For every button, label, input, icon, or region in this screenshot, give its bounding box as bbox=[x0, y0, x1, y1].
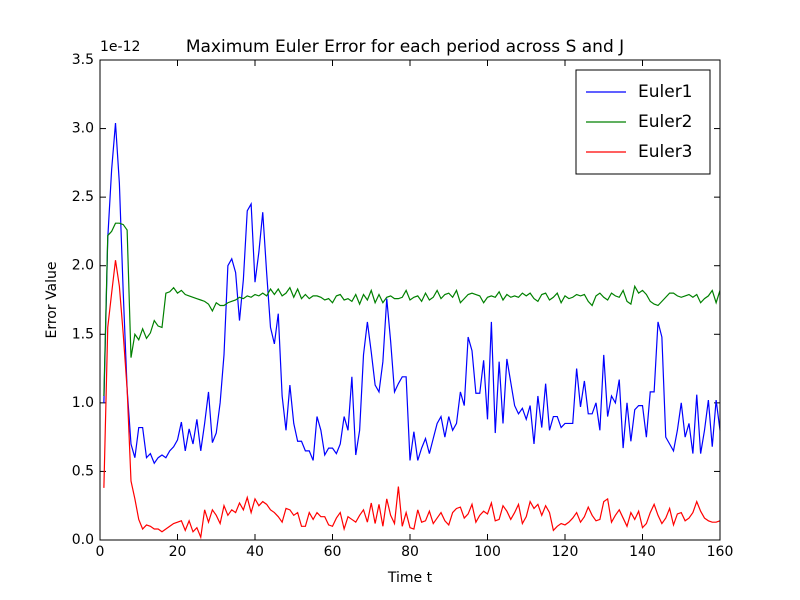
x-axis-label: Time t bbox=[387, 570, 433, 586]
line-series bbox=[103, 222, 721, 397]
chart-title: Maximum Euler Error for each period acro… bbox=[186, 37, 624, 57]
y-tick-label: 1.5 bbox=[72, 326, 94, 342]
line-series bbox=[103, 260, 721, 540]
x-tick-label: 20 bbox=[169, 544, 187, 560]
x-tick-label: 140 bbox=[629, 544, 656, 560]
legend-label: Euler2 bbox=[638, 112, 693, 132]
y-offset-label: 1e-12 bbox=[100, 39, 140, 55]
x-tick-label: 100 bbox=[474, 544, 501, 560]
y-tick-label: 2.0 bbox=[72, 258, 94, 274]
y-tick-label: 3.5 bbox=[72, 52, 94, 68]
x-tick-label: 0 bbox=[96, 544, 105, 560]
y-tick-label: 1.0 bbox=[72, 395, 94, 411]
y-tick-label: 2.5 bbox=[72, 189, 94, 205]
y-tick-label: 3.0 bbox=[72, 121, 94, 137]
y-tick-label: 0.5 bbox=[72, 463, 94, 479]
x-tick-label: 160 bbox=[707, 544, 734, 560]
x-tick-label: 80 bbox=[401, 544, 419, 560]
line-series bbox=[103, 123, 721, 465]
y-axis-label: Error Value bbox=[44, 261, 60, 338]
legend-label: Euler3 bbox=[638, 142, 693, 162]
x-tick-label: 60 bbox=[324, 544, 342, 560]
plot-frame bbox=[99, 59, 721, 541]
y-tick-label: 0.0 bbox=[72, 532, 94, 548]
x-tick-label: 40 bbox=[246, 544, 264, 560]
legend-label: Euler1 bbox=[638, 82, 693, 102]
x-tick-label: 120 bbox=[552, 544, 579, 560]
